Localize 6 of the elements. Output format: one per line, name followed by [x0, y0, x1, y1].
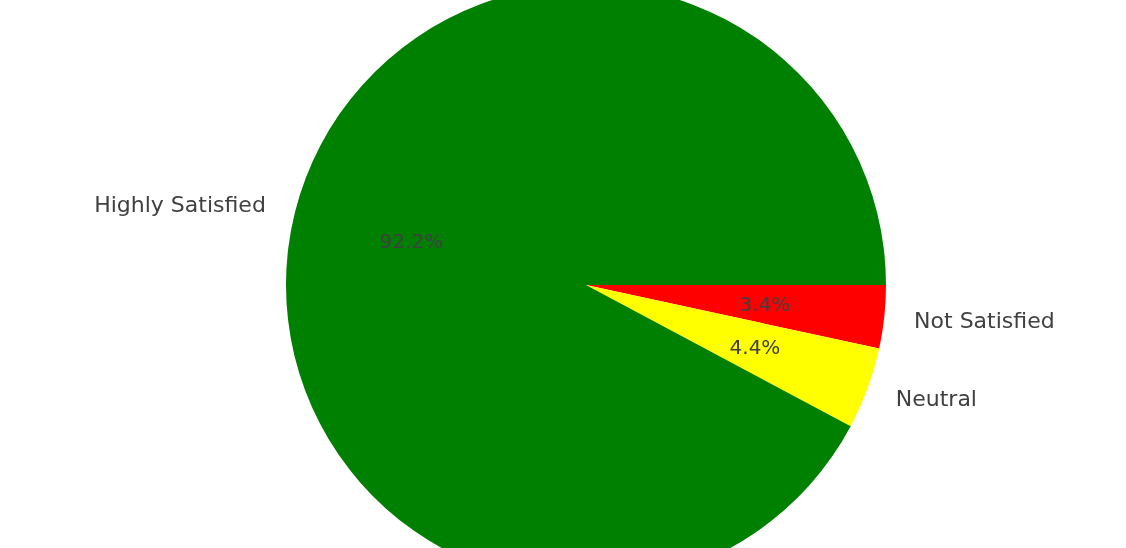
data-label: 92.2% — [379, 229, 444, 254]
data-label: 4.4% — [729, 335, 781, 360]
data-label: 3.4% — [739, 292, 791, 317]
slice-label: Highly Satisfied — [94, 192, 266, 218]
slice-label: Neutral — [895, 386, 977, 412]
slice-label: Not Satisfied — [914, 307, 1055, 333]
